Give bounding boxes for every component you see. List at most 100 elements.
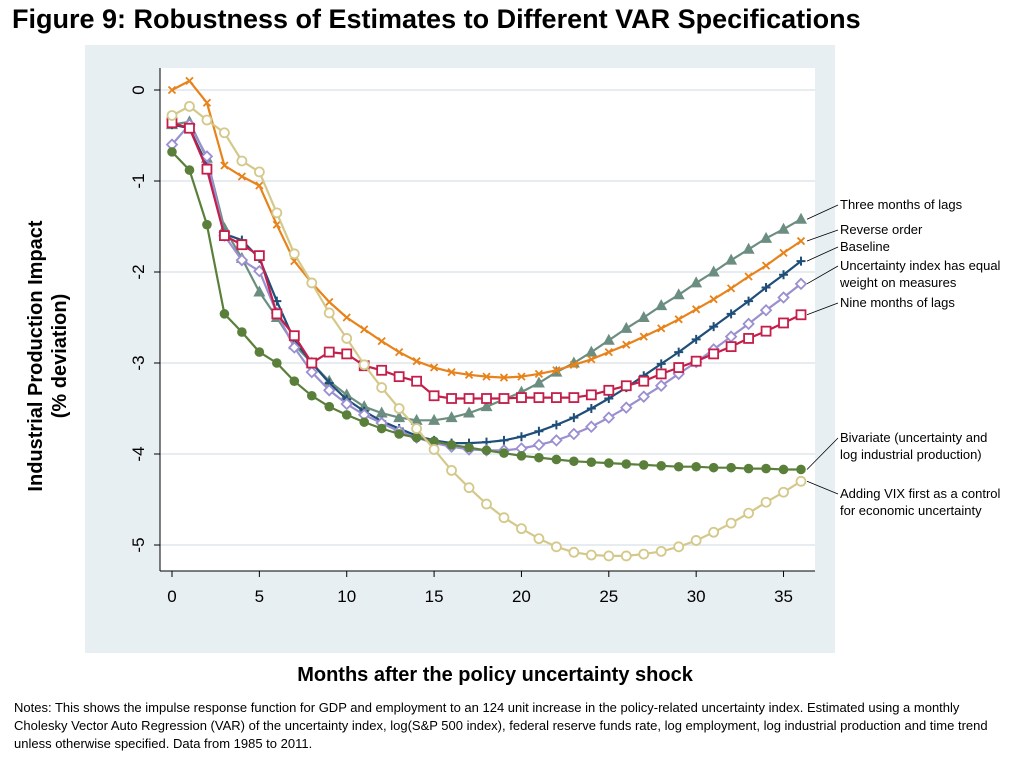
data-point xyxy=(725,253,738,265)
data-point xyxy=(690,355,702,367)
leader-line xyxy=(806,204,839,220)
data-point xyxy=(376,382,388,393)
data-point xyxy=(166,110,178,121)
data-point xyxy=(358,359,370,371)
data-point xyxy=(620,550,632,562)
data-point xyxy=(794,277,808,291)
data-point xyxy=(167,147,177,157)
plot-area xyxy=(160,68,815,571)
data-point xyxy=(725,517,737,529)
data-point xyxy=(690,535,702,546)
data-point xyxy=(340,397,353,411)
data-point xyxy=(604,458,614,468)
data-point xyxy=(551,420,561,430)
data-point xyxy=(272,220,281,229)
data-point xyxy=(586,404,596,413)
leader-line xyxy=(806,437,839,470)
data-point xyxy=(322,384,336,397)
data-point xyxy=(760,231,773,243)
data-point xyxy=(708,348,720,360)
data-point xyxy=(480,400,493,412)
data-point xyxy=(464,370,474,379)
data-point xyxy=(200,150,214,163)
data-point xyxy=(552,366,561,375)
leader-line xyxy=(806,229,839,242)
data-point xyxy=(674,347,684,357)
data-point xyxy=(184,165,195,175)
data-point xyxy=(778,486,789,498)
data-point xyxy=(587,355,596,364)
data-point xyxy=(219,230,230,242)
data-point xyxy=(622,340,631,349)
data-point xyxy=(219,127,230,139)
data-point xyxy=(499,435,509,445)
data-point xyxy=(393,371,405,383)
data-point xyxy=(499,373,509,382)
data-point xyxy=(463,406,476,418)
data-point xyxy=(795,212,807,224)
data-point xyxy=(446,464,457,476)
data-point xyxy=(410,413,423,425)
data-point xyxy=(551,454,562,465)
data-point xyxy=(498,393,510,404)
data-point xyxy=(272,358,282,368)
data-point xyxy=(306,277,318,289)
data-point xyxy=(760,496,772,508)
series-label: weight on measures xyxy=(839,275,957,290)
data-point xyxy=(447,367,456,377)
data-point xyxy=(341,410,352,420)
data-point xyxy=(237,327,247,337)
data-point xyxy=(569,456,579,467)
data-point xyxy=(586,457,597,467)
data-point xyxy=(532,376,545,388)
data-point xyxy=(236,155,248,167)
legend: Three months of lags Reverse order Baselin… xyxy=(806,197,1001,518)
data-point xyxy=(690,276,703,288)
data-point xyxy=(202,219,212,230)
x-tick-label: 0 xyxy=(167,587,176,606)
data-point xyxy=(219,309,230,319)
data-point xyxy=(445,411,458,423)
y-tick-label: 0 xyxy=(129,85,148,94)
series-label: Bivariate (uncertainty and xyxy=(840,430,987,445)
data-point xyxy=(550,392,562,403)
leader-line xyxy=(806,246,839,262)
data-point xyxy=(306,390,317,401)
data-point xyxy=(637,390,651,403)
data-point xyxy=(516,451,527,461)
x-axis-label: Months after the policy uncertainty shoc… xyxy=(297,664,693,686)
series-7 xyxy=(166,100,807,562)
data-point xyxy=(657,324,666,333)
data-point xyxy=(517,372,526,381)
data-point xyxy=(779,270,789,280)
data-point xyxy=(673,461,684,472)
data-point xyxy=(411,432,422,443)
data-point xyxy=(673,541,685,553)
data-point xyxy=(534,369,544,379)
data-point xyxy=(796,464,806,475)
data-point xyxy=(744,296,754,306)
data-point xyxy=(532,438,546,452)
data-point xyxy=(481,445,492,456)
data-point xyxy=(602,333,615,345)
data-point xyxy=(656,359,666,369)
data-point xyxy=(271,308,283,320)
data-point xyxy=(639,332,648,341)
data-point xyxy=(463,482,475,494)
data-point xyxy=(255,181,264,190)
data-point xyxy=(254,347,265,357)
data-point xyxy=(306,357,318,369)
data-point xyxy=(499,448,509,458)
data-point xyxy=(323,307,335,319)
data-point xyxy=(674,315,683,324)
data-point xyxy=(691,334,701,344)
y-tick-label: -5 xyxy=(129,537,148,552)
data-point xyxy=(585,345,598,357)
data-point xyxy=(726,309,736,319)
data-point xyxy=(533,392,545,403)
series-5 xyxy=(166,117,807,404)
data-point xyxy=(603,384,615,396)
data-point xyxy=(726,462,736,473)
data-point xyxy=(672,288,685,300)
data-point xyxy=(604,347,613,357)
